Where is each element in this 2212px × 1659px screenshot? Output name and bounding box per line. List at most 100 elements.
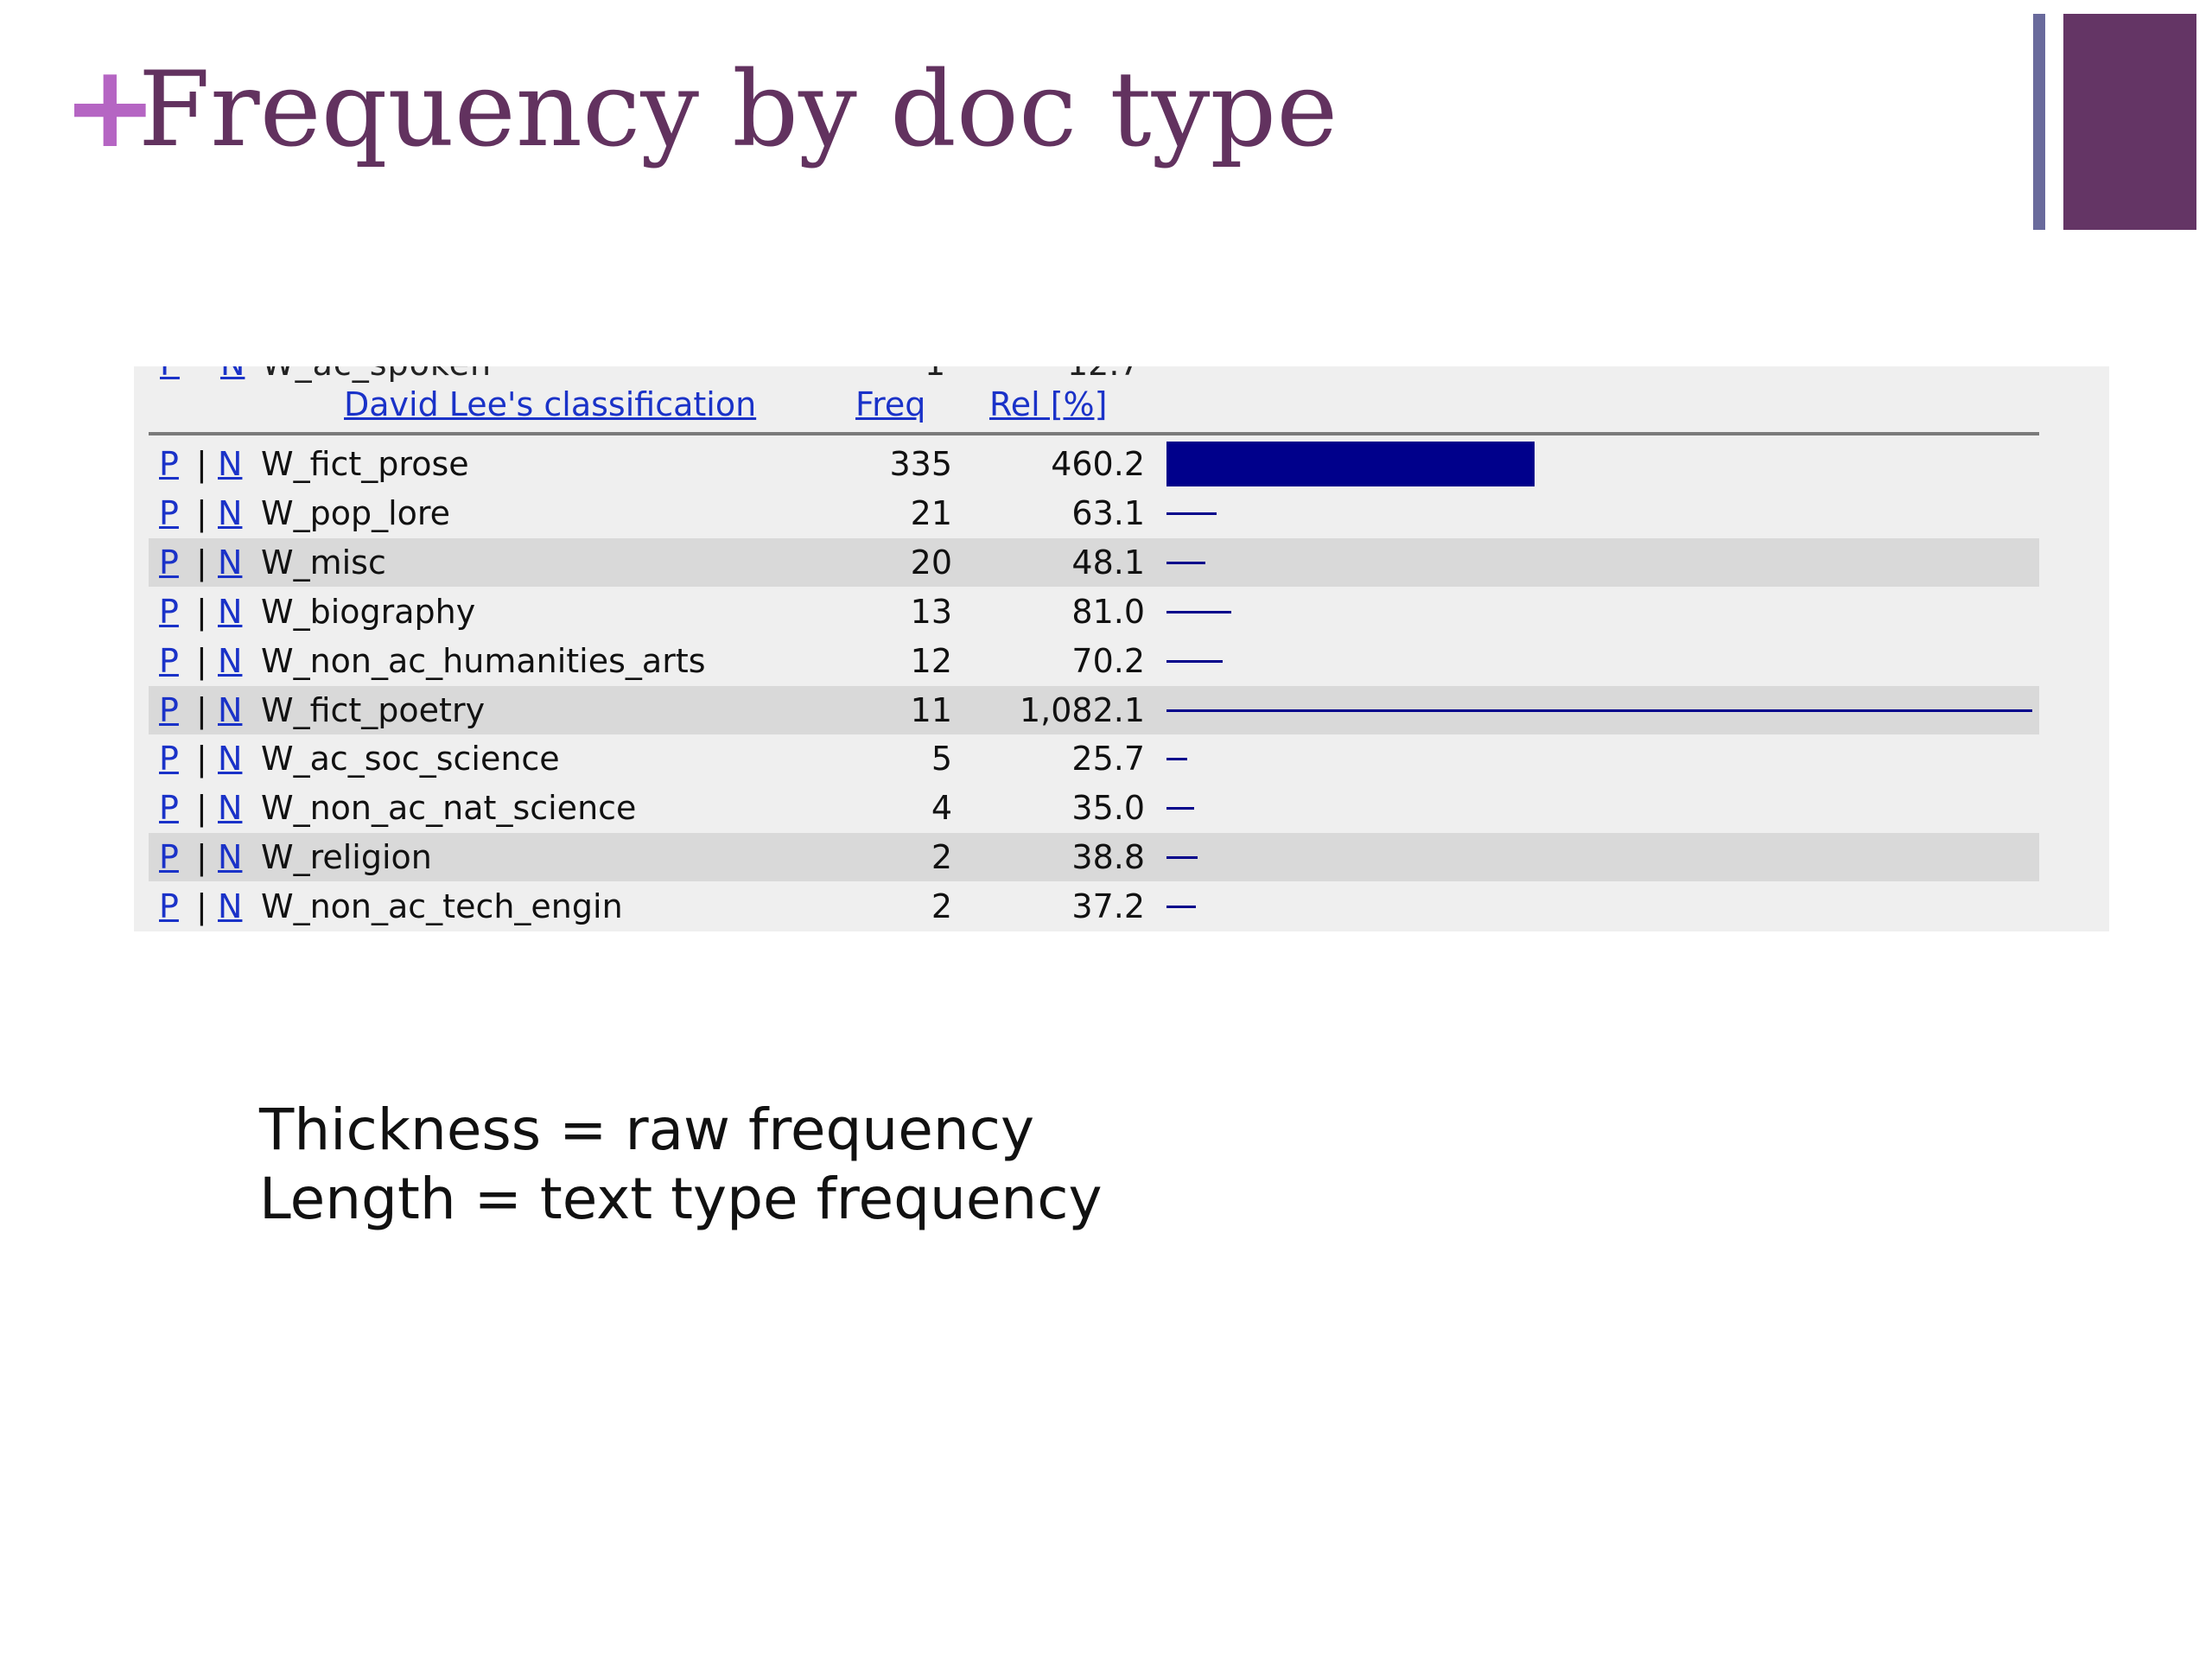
row-separator: | xyxy=(196,493,207,532)
row-freq: 12 xyxy=(910,641,952,680)
row-p-link[interactable]: P xyxy=(159,592,179,631)
row-p-link[interactable]: P xyxy=(159,493,179,532)
row-n-link[interactable]: N xyxy=(218,789,243,828)
row-n-link[interactable]: N xyxy=(218,543,243,582)
header-freq[interactable]: Freq xyxy=(855,384,925,425)
row-label: W_non_ac_humanities_arts xyxy=(261,641,706,680)
row-freq: 2 xyxy=(931,838,952,877)
table-row: P | N W_misc 20 48.1 xyxy=(149,537,2039,587)
row-rel: 48.1 xyxy=(1071,543,1145,582)
row-freq: 5 xyxy=(931,740,952,779)
row-p-link[interactable]: P xyxy=(159,838,179,877)
row-rel: 70.2 xyxy=(1071,641,1145,680)
row-label: W_religion xyxy=(261,838,432,877)
row-p-link[interactable]: P xyxy=(159,740,179,779)
row-label: W_non_ac_nat_science xyxy=(261,789,637,828)
row-label: W_non_ac_tech_engin xyxy=(261,887,623,926)
row-freq: 11 xyxy=(910,690,952,729)
table-row: P | N W_pop_lore 21 63.1 xyxy=(149,489,2039,537)
header-freq-link[interactable]: Freq xyxy=(855,385,926,423)
table-row: P | N W_non_ac_tech_engin 2 37.2 xyxy=(149,882,2039,931)
row-freq: 2 xyxy=(931,887,952,926)
row-n-link[interactable]: N xyxy=(218,690,243,729)
slide-title: Frequency by doc type xyxy=(138,50,1338,170)
row-p-link[interactable]: P xyxy=(159,887,179,926)
row-rel: 25.7 xyxy=(1071,740,1145,779)
table-row: P | N W_non_ac_nat_science 4 35.0 xyxy=(149,784,2039,832)
row-bar xyxy=(1166,856,1198,860)
cut-off-freq: 1 xyxy=(925,366,945,384)
row-p-link[interactable]: P xyxy=(159,641,179,680)
header-rel-link[interactable]: Rel [%] xyxy=(989,385,1108,423)
row-p-link[interactable]: P xyxy=(159,789,179,828)
row-label: W_biography xyxy=(261,592,476,631)
cut-off-row: P N W_ac_spoken 1 12.7 xyxy=(134,366,2109,384)
row-bar xyxy=(1166,512,1217,515)
row-rel: 1,082.1 xyxy=(1019,690,1145,729)
row-separator: | xyxy=(196,543,207,582)
row-separator: | xyxy=(196,789,207,828)
row-p-link[interactable]: P xyxy=(159,543,179,582)
row-n-link[interactable]: N xyxy=(218,838,243,877)
row-separator: | xyxy=(196,740,207,779)
decorative-bar-thin xyxy=(2033,14,2045,230)
table-row: P | N W_non_ac_humanities_arts 12 70.2 xyxy=(149,637,2039,685)
decorative-block xyxy=(2063,14,2196,230)
row-rel: 460.2 xyxy=(1051,445,1145,483)
cut-off-p-link[interactable]: P xyxy=(160,366,180,384)
row-rel: 81.0 xyxy=(1071,592,1145,631)
row-p-link[interactable]: P xyxy=(159,445,179,483)
row-freq: 13 xyxy=(910,592,952,631)
caption: Thickness = raw frequency Length = text … xyxy=(259,1096,1103,1234)
row-bar xyxy=(1166,709,2032,712)
header-divider xyxy=(149,432,2039,435)
row-bar xyxy=(1166,906,1197,909)
row-freq: 4 xyxy=(931,789,952,828)
row-separator: | xyxy=(196,887,207,926)
row-rel: 37.2 xyxy=(1071,887,1145,926)
caption-line-thickness: Thickness = raw frequency xyxy=(259,1096,1035,1163)
row-bar xyxy=(1166,442,1535,486)
row-n-link[interactable]: N xyxy=(218,740,243,779)
caption-line-length: Length = text type frequency xyxy=(259,1166,1103,1232)
row-label: W_misc xyxy=(261,543,386,582)
row-rel: 63.1 xyxy=(1071,493,1145,532)
row-freq: 335 xyxy=(889,445,952,483)
row-label: W_fict_poetry xyxy=(261,690,486,729)
row-n-link[interactable]: N xyxy=(218,493,243,532)
row-freq: 20 xyxy=(910,543,952,582)
row-bar xyxy=(1166,610,1231,613)
table-row: P | N W_fict_poetry 11 1,082.1 xyxy=(149,685,2039,734)
cut-off-rel: 12.7 xyxy=(1067,366,1141,384)
row-rel: 35.0 xyxy=(1071,789,1145,828)
table-row: P | N W_ac_soc_science 5 25.7 xyxy=(149,734,2039,783)
row-separator: | xyxy=(196,838,207,877)
row-separator: | xyxy=(196,690,207,729)
header-rel[interactable]: Rel [%] xyxy=(989,384,1107,425)
frequency-table-screenshot: P N W_ac_spoken 1 12.7 David Lee's class… xyxy=(134,366,2109,931)
row-separator: | xyxy=(196,641,207,680)
header-classification[interactable]: David Lee's classification xyxy=(344,384,756,425)
row-n-link[interactable]: N xyxy=(218,641,243,680)
row-p-link[interactable]: P xyxy=(159,690,179,729)
row-bar xyxy=(1166,561,1205,564)
table-row: P | N W_fict_prose 335 460.2 xyxy=(149,440,2039,488)
row-separator: | xyxy=(196,445,207,483)
row-bar xyxy=(1166,659,1223,663)
row-n-link[interactable]: N xyxy=(218,887,243,926)
row-rel: 38.8 xyxy=(1071,838,1145,877)
row-bar xyxy=(1166,807,1195,810)
row-separator: | xyxy=(196,592,207,631)
row-n-link[interactable]: N xyxy=(218,445,243,483)
cut-off-n-link[interactable]: N xyxy=(220,366,245,384)
row-label: W_pop_lore xyxy=(261,493,451,532)
table-row: P | N W_biography 13 81.0 xyxy=(149,588,2039,636)
row-n-link[interactable]: N xyxy=(218,592,243,631)
header-classification-link[interactable]: David Lee's classification xyxy=(344,385,757,423)
row-label: W_ac_soc_science xyxy=(261,740,560,779)
row-freq: 21 xyxy=(910,493,952,532)
row-label: W_fict_prose xyxy=(261,445,469,483)
cut-off-label: W_ac_spoken xyxy=(262,366,492,384)
plus-icon: + xyxy=(62,41,158,174)
